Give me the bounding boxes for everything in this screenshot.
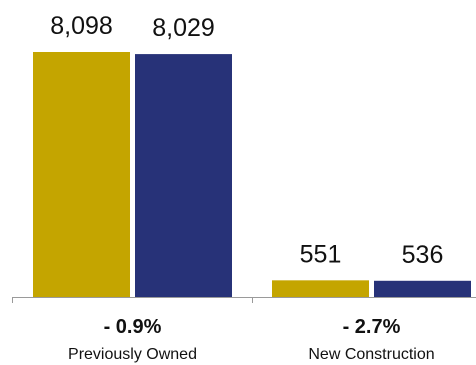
value-label-2-2: 536 [402,241,444,269]
value-labels-layer: 8,098 8,029 551 536 [50,12,443,269]
category-labels-layer: - 0.9% Previously Owned - 2.7% New Construc… [68,316,435,363]
x-axis [12,297,476,303]
bar-2-2 [374,280,471,297]
bar-2-1 [272,280,369,297]
bar-1-1 [33,52,130,297]
category-label-2: New Construction [308,346,434,363]
change-label-2: - 2.7% [343,316,401,338]
category-label-1: Previously Owned [68,346,197,363]
bar-1-2 [135,54,232,297]
change-label-1: - 0.9% [104,316,162,338]
value-label-1-1: 8,098 [50,12,113,40]
value-label-1-2: 8,029 [152,14,215,42]
bars-layer [33,52,471,297]
value-label-2-1: 551 [300,240,342,268]
